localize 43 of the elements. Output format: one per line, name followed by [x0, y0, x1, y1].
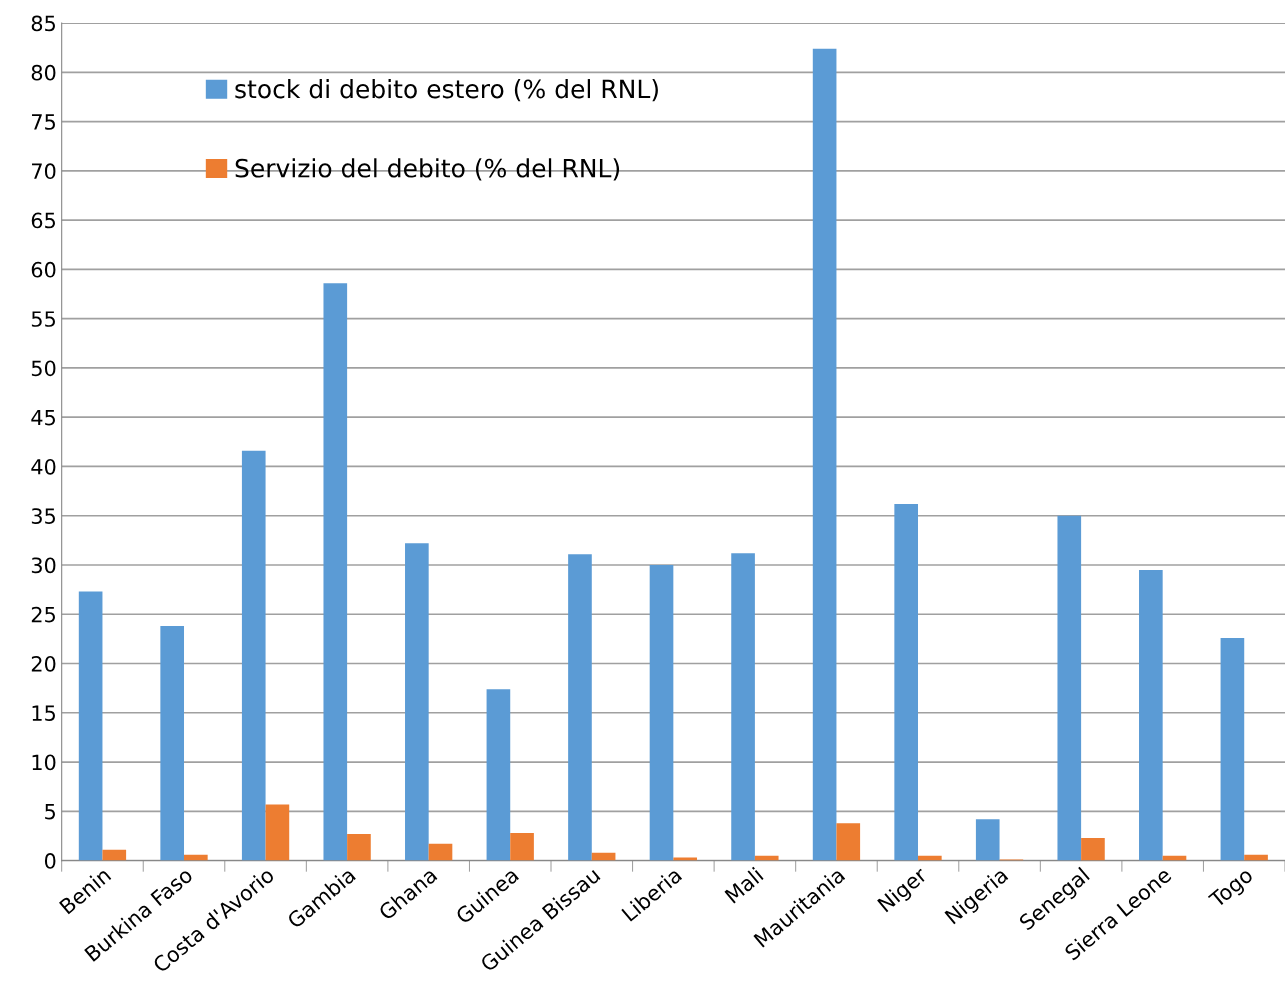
y-tick-label: 45 [31, 409, 55, 426]
bar [1220, 637, 1245, 861]
y-tick-label: 65 [31, 212, 55, 229]
bar [568, 554, 592, 861]
y-tick-label: 75 [32, 114, 55, 130]
bar [1139, 569, 1163, 861]
bar [78, 591, 103, 861]
y-tick-label: 70 [32, 163, 56, 180]
y-tick-label: 10 [32, 754, 56, 771]
y-tick-label: 60 [31, 261, 56, 278]
y-tick-label: 20 [31, 655, 56, 672]
bar [265, 804, 290, 861]
bar [1081, 837, 1105, 861]
y-tick-label: 40 [31, 458, 56, 475]
y-tick-label: 30 [31, 557, 56, 574]
bar [812, 48, 837, 861]
y-tick-label: 25 [31, 606, 55, 623]
bar [731, 553, 755, 861]
y-tick-label: 35 [31, 508, 55, 524]
bar [510, 832, 534, 861]
bar [428, 843, 453, 861]
y-tick-label: 0 [44, 853, 56, 869]
bar [323, 283, 348, 861]
bar [975, 819, 1000, 861]
bar [486, 689, 511, 861]
bar [649, 564, 674, 861]
y-tick-label: 5 [45, 804, 55, 820]
y-tick-label: 50 [31, 360, 56, 377]
y-tick-label: 85 [31, 15, 55, 32]
bar [102, 849, 127, 861]
bar [836, 823, 861, 861]
y-tick-label: 80 [31, 64, 56, 81]
bar [241, 450, 266, 861]
x-tick-label: Togo [1207, 866, 1257, 912]
y-tick-label: 55 [31, 311, 55, 327]
bar [1057, 515, 1082, 861]
bar [160, 626, 185, 861]
y-tick-label: 15 [32, 705, 55, 721]
bar [405, 543, 429, 861]
bar [347, 833, 371, 861]
legend-label: stock di debito estero (% del RNL) [235, 79, 658, 102]
bar [894, 503, 918, 861]
legend-label: Servizio del debito (% del RNL) [235, 158, 620, 181]
